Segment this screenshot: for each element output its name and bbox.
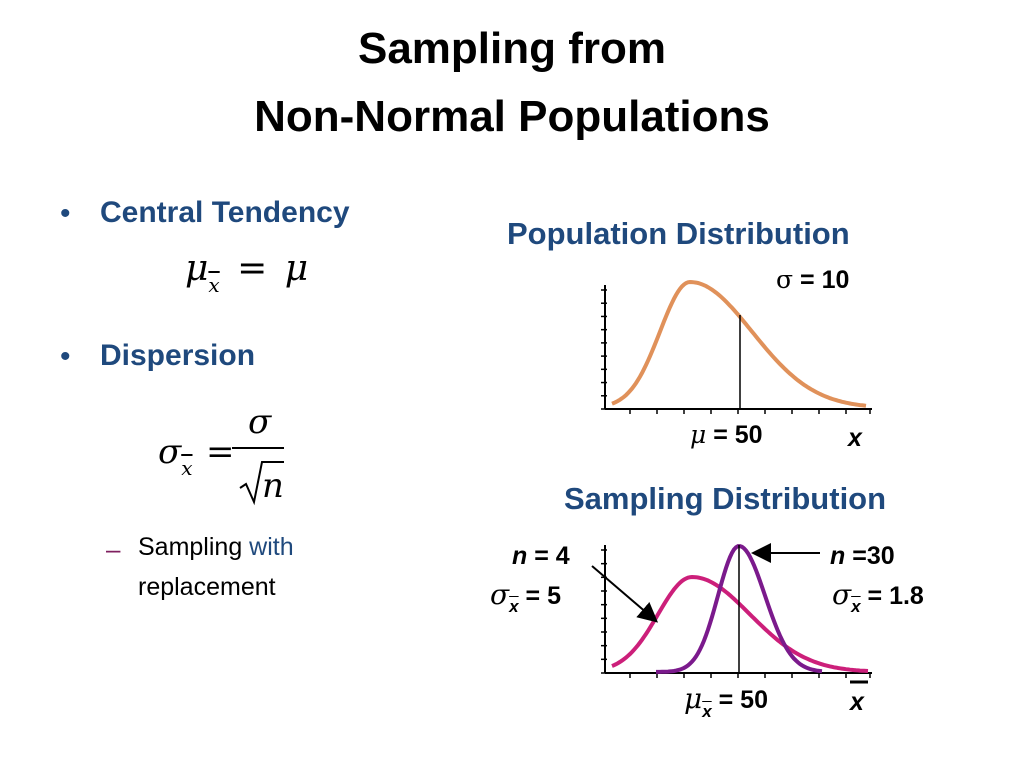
- n4-sigma-label: σx = 5: [490, 578, 561, 616]
- population-x-label: x: [848, 424, 862, 452]
- population-curve: [611, 279, 867, 408]
- population-sigma-symbol: σ: [776, 265, 794, 294]
- n4-val: = 5: [518, 582, 561, 610]
- n30-label: n =30: [830, 542, 895, 571]
- population-axes: [604, 285, 872, 410]
- bullet-central-tendency: Central Tendency: [100, 196, 350, 229]
- sub-bullet-text3: replacement: [138, 573, 276, 601]
- bullet-marker: •: [60, 340, 71, 373]
- sub-bullet-text1: Sampling: [138, 533, 250, 561]
- arrow-n4: [591, 565, 659, 623]
- sd-eq: =: [206, 432, 235, 472]
- n30-text: =30: [845, 542, 895, 570]
- sd-lhs-group: σx: [158, 432, 193, 480]
- mean-eq: =: [237, 248, 268, 289]
- mean-lhs: μ: [185, 248, 209, 289]
- sampling-title: Sampling Distribution: [564, 481, 887, 516]
- slide-title-line1: Sampling from: [357, 24, 667, 73]
- n30-sub: x: [851, 597, 861, 616]
- population-ticks: [601, 289, 871, 414]
- sd-lhs: σ: [158, 432, 182, 472]
- sqrt-sign: [232, 447, 284, 506]
- population-mu-label: μ = 50: [690, 420, 763, 450]
- n4-label: n = 4: [512, 542, 570, 571]
- n4-text: = 4: [527, 542, 570, 570]
- sampling-mu-symbol: μ: [684, 682, 703, 715]
- sampling-ticks: [601, 549, 871, 678]
- sub-bullet-dash: –: [106, 534, 121, 564]
- n30-n: n: [830, 542, 846, 570]
- n30-sigma-label: σx = 1.8: [832, 578, 924, 616]
- sd-numerator: σ: [248, 402, 272, 442]
- sqrt-radical: [239, 461, 284, 506]
- population-sigma-label: σ = 10: [776, 265, 849, 295]
- sub-bullet-line1: Sampling with: [138, 527, 294, 567]
- sampling-mu-label: μx = 50: [684, 682, 768, 721]
- bullet-marker: •: [60, 197, 71, 230]
- mean-rhs: μ: [284, 248, 309, 289]
- population-title: Population Distribution: [507, 216, 850, 251]
- sampling-mu-sub: x: [702, 702, 712, 721]
- n4-n: n: [512, 542, 528, 570]
- n30-sigma: σ: [832, 578, 852, 611]
- n30-val: = 1.8: [860, 582, 924, 610]
- sampling-x-label: x: [850, 688, 864, 716]
- mean-sub: x: [208, 273, 220, 297]
- sub-bullet-text2: with: [249, 533, 294, 561]
- sd-sub: x: [181, 456, 193, 480]
- slide-title-line2: Non-Normal Populations: [254, 92, 770, 141]
- n4-sigma: σ: [490, 578, 510, 611]
- population-mu-text: = 50: [706, 421, 763, 449]
- sampling-curve-n4: [611, 574, 869, 673]
- bullet-dispersion: Dispersion: [100, 339, 256, 372]
- sd-denominator: n: [262, 466, 284, 506]
- population-mu-symbol: μ: [690, 420, 707, 449]
- n4-sub: x: [509, 597, 519, 616]
- population-sigma-text: = 10: [793, 266, 850, 294]
- sampling-mu-text: = 50: [711, 686, 768, 714]
- mean-formula: μx = μ: [185, 248, 309, 297]
